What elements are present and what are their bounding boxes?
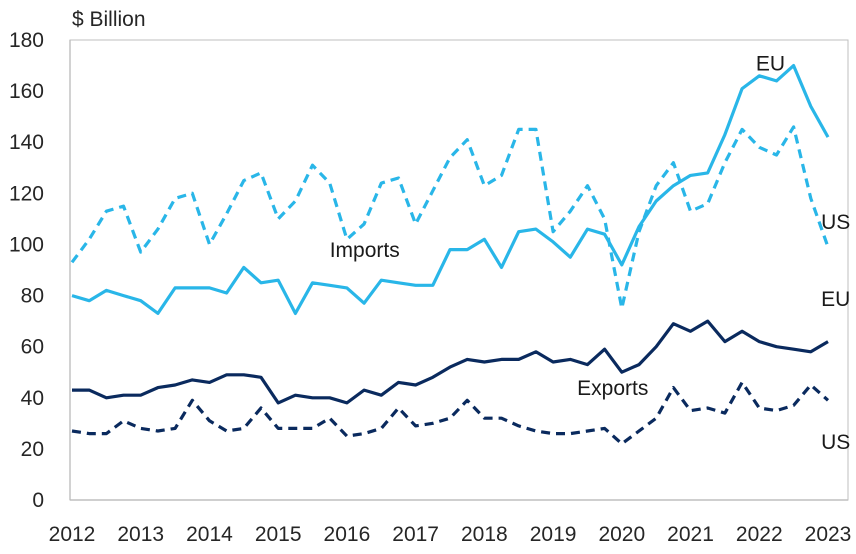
series-annotation: EU	[756, 53, 785, 76]
x-tick-label: 2014	[186, 523, 233, 546]
series-annotation: Exports	[577, 377, 648, 400]
y-tick-label: 40	[21, 387, 44, 410]
y-tick-label: 100	[9, 233, 44, 256]
x-tick-label: 2018	[461, 523, 508, 546]
y-axis-ticks: 0 20 40 60 80 100 120 140 160 180	[9, 29, 44, 512]
y-tick-label: 180	[9, 29, 44, 52]
series-layer	[70, 63, 830, 446]
plot-area	[69, 39, 849, 501]
x-tick-label: 2013	[117, 523, 164, 546]
series-line-eu-exports	[72, 319, 829, 405]
x-tick-label: 2019	[530, 523, 577, 546]
x-tick-label: 2022	[736, 523, 783, 546]
x-tick-label: 2017	[392, 523, 439, 546]
x-tick-label: 2015	[255, 523, 302, 546]
y-tick-label: 0	[32, 489, 44, 512]
x-tick-label: 2016	[324, 523, 371, 546]
series-line-us-exports	[71, 380, 830, 446]
plot-frame	[69, 39, 849, 501]
x-tick-label: 2023	[805, 523, 852, 546]
series-line-eu-imports	[71, 63, 830, 315]
x-axis-ticks: 2012 2013 2014 2015 2016 2017 2018 2019 2020 2021…	[49, 523, 852, 546]
series-annotation: US	[821, 211, 850, 234]
x-tick-label: 2021	[667, 523, 714, 546]
series-line-us-imports	[70, 125, 830, 310]
series-annotation: US	[821, 431, 850, 454]
y-unit-label: $ Billion	[72, 8, 146, 31]
y-tick-label: 80	[21, 285, 44, 308]
y-tick-label: 20	[21, 438, 44, 461]
annotation-layer: EU US Imports EU Exports US	[330, 53, 851, 454]
x-tick-label: 2012	[49, 523, 96, 546]
y-tick-label: 140	[9, 131, 44, 154]
y-tick-label: 120	[9, 182, 44, 205]
y-tick-label: 160	[9, 80, 44, 103]
series-annotation: Imports	[330, 239, 400, 262]
series-annotation: EU	[821, 288, 850, 311]
y-tick-label: 60	[21, 336, 44, 359]
x-tick-label: 2020	[598, 523, 645, 546]
